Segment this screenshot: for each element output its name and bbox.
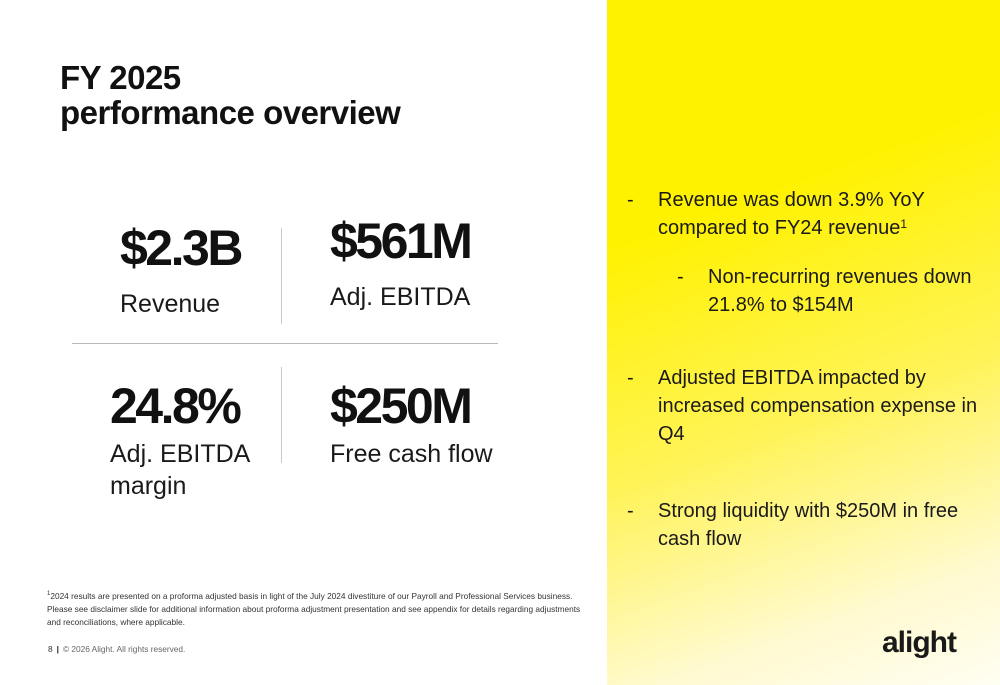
bullet-text: Adjusted EBITDA impacted by increased co… [658, 364, 977, 448]
footnote-ref: 1 [900, 217, 908, 231]
bullet-line: compared to FY24 revenue1 [658, 214, 925, 242]
bullet-dash: - [677, 266, 684, 288]
metric-label-line-1: Adj. EBITDA [110, 440, 251, 468]
bullet-text: Revenue was down 3.9% YoY compared to FY… [658, 186, 925, 242]
metric-revenue: $2.3B Revenue [120, 220, 243, 320]
alight-logo: alight [882, 626, 957, 659]
highlight-panel [607, 0, 1000, 685]
bullet-line-text: compared to FY24 revenue [658, 217, 901, 239]
metric-adj-ebitda: $561M Adj. EBITDA [330, 213, 473, 313]
title-line-2: performance overview [60, 94, 401, 131]
bullet-line: cash flow [658, 528, 742, 550]
metric-value: $2.3B [120, 220, 243, 276]
metric-ebitda-margin: 24.8% Adj. EBITDA margin [110, 380, 250, 502]
footer-separator: | [56, 644, 59, 654]
footnote-ref: 1 [47, 591, 51, 597]
bullet-line: Non-recurring revenues down [708, 266, 972, 288]
metric-divider-vertical [281, 228, 282, 324]
bullet-line: Q4 [658, 423, 685, 445]
bullet-dash: - [627, 367, 634, 389]
bullet-line: increased compensation expense in [658, 395, 978, 417]
page-number: 8 [48, 644, 53, 654]
bullet-line: Revenue was down 3.9% YoY [658, 189, 925, 211]
title-line-1: FY 2025 [60, 59, 181, 96]
bullet-line: Strong liquidity with $250M in free [658, 500, 959, 522]
bullet-dash: - [627, 189, 634, 211]
page-title: FY 2025 performance overview [60, 59, 401, 131]
metric-value: $250M [330, 378, 473, 434]
metric-value: $561M [330, 213, 473, 269]
bullet-line: 21.8% to $154M [708, 294, 854, 316]
metric-free-cash-flow: $250M Free cash flow [330, 380, 493, 470]
bullet-text: Non-recurring revenues down 21.8% to $15… [708, 263, 971, 319]
footnote-text: 2024 results are presented on a proforma… [47, 590, 581, 627]
footnote: 12024 results are presented on a proform… [47, 588, 587, 629]
copyright: © 2026 Alight. All rights reserved. [62, 644, 186, 654]
bullet-dash: - [627, 500, 634, 522]
metric-label: Adj. EBITDA [330, 283, 471, 311]
metric-label: Revenue [120, 290, 221, 318]
metric-divider-vertical [281, 367, 282, 463]
metric-value: 24.8% [110, 378, 242, 434]
metric-label-line-2: margin [110, 472, 187, 500]
metric-label: Free cash flow [330, 440, 493, 468]
bullet-line: Adjusted EBITDA impacted by [658, 367, 926, 389]
bullet-text: Strong liquidity with $250M in free cash… [658, 497, 958, 553]
metric-label: Adj. EBITDA margin [110, 438, 250, 502]
metric-divider-horizontal [72, 343, 498, 344]
footer: 8 | © 2026 Alight. All rights reserved. [48, 644, 185, 654]
